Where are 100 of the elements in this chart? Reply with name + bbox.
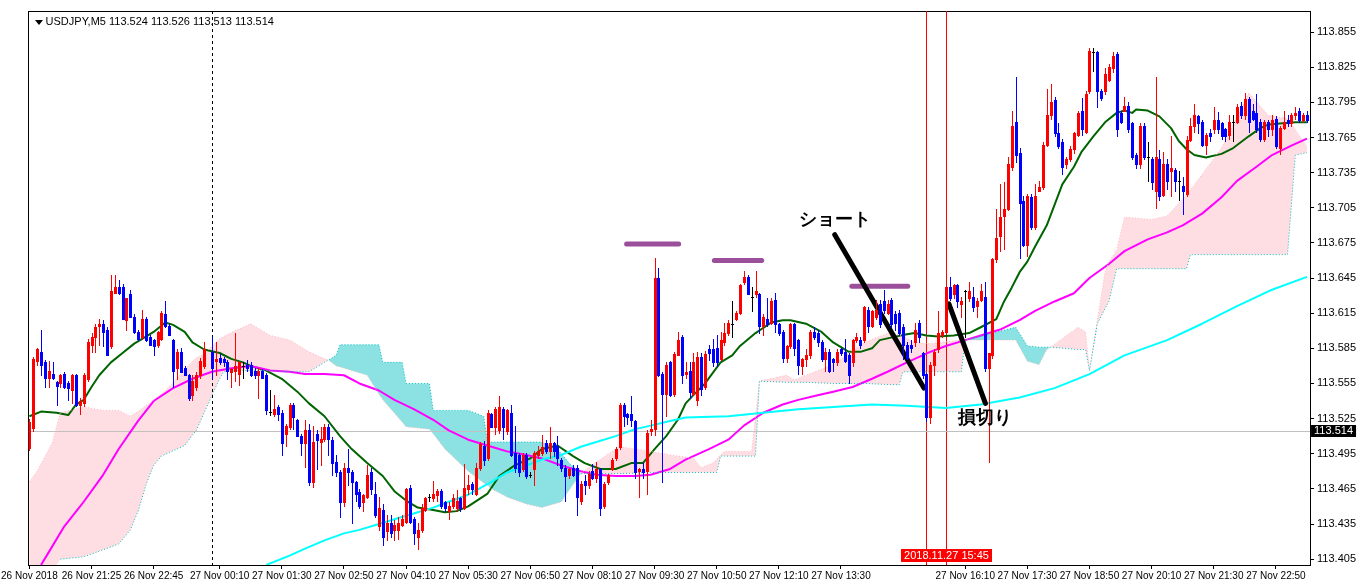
candlestick xyxy=(1263,119,1266,143)
candlestick xyxy=(1104,67,1107,96)
candlestick xyxy=(1174,167,1177,193)
candlestick xyxy=(374,481,377,519)
x-tick-label: 26 Nov 21:25 xyxy=(61,569,122,581)
candlestick xyxy=(914,322,917,348)
x-tick-label: 27 Nov 12:10 xyxy=(749,569,810,581)
candlestick xyxy=(347,448,350,487)
candlestick xyxy=(397,516,400,541)
candlestick xyxy=(770,297,773,326)
y-tick-label: 113.525 xyxy=(1317,411,1357,424)
x-tick-label: 27 Nov 08:10 xyxy=(562,569,623,581)
candlestick xyxy=(1205,132,1208,156)
candlestick xyxy=(370,467,373,496)
candlestick xyxy=(522,452,525,473)
candlestick xyxy=(828,348,831,374)
candlestick xyxy=(824,347,827,373)
x-tick-label: 27 Nov 22:50 xyxy=(1246,569,1307,581)
candlestick xyxy=(393,519,396,542)
candlestick xyxy=(176,348,179,381)
candlestick xyxy=(180,347,183,374)
candlestick xyxy=(502,406,505,441)
candlestick xyxy=(1213,106,1216,135)
x-tick-label: 26 Nov 22:45 xyxy=(123,569,184,581)
candlestick xyxy=(918,319,921,344)
candlestick xyxy=(230,367,233,389)
candlestick xyxy=(1244,92,1247,121)
candlestick xyxy=(98,318,101,347)
candlestick xyxy=(1081,97,1084,137)
candlestick xyxy=(215,341,218,377)
x-tick-label: 27 Nov 10:50 xyxy=(686,569,747,581)
candlestick xyxy=(751,286,754,313)
candlestick xyxy=(1279,125,1282,156)
candlestick xyxy=(378,496,381,532)
candlestick xyxy=(976,297,979,319)
candlestick xyxy=(755,270,758,299)
x-tick-label: 26 Nov 2018 xyxy=(1,569,59,581)
candlestick xyxy=(580,480,583,506)
x-tick-label: 27 Nov 00:10 xyxy=(189,569,250,581)
x-tick-label: 27 Nov 21:30 xyxy=(1184,569,1244,581)
y-tick-label: 113.465 xyxy=(1317,481,1357,494)
candlestick xyxy=(972,286,975,313)
candlestick xyxy=(1217,111,1220,135)
candlestick xyxy=(638,467,641,499)
candlestick xyxy=(498,395,501,435)
annotation: ショート xyxy=(798,208,871,229)
candlestick xyxy=(1166,158,1169,191)
candlestick xyxy=(999,183,1002,253)
candlestick xyxy=(351,469,354,525)
candlestick xyxy=(549,426,552,460)
candlestick xyxy=(390,514,393,539)
ref-line-label: 2018.11.27 15:45 xyxy=(904,548,989,561)
candlestick xyxy=(525,452,528,480)
x-tick-label: 27 Nov 13:30 xyxy=(811,569,872,581)
candlestick xyxy=(1178,170,1181,202)
candlestick xyxy=(584,474,587,496)
candlestick xyxy=(125,297,128,332)
y-tick-label: 113.645 xyxy=(1317,271,1357,284)
candlestick xyxy=(320,426,323,467)
candlestick xyxy=(432,480,435,503)
y-tick-label: 113.795 xyxy=(1317,95,1357,108)
candlestick xyxy=(1170,135,1173,198)
candlestick xyxy=(494,406,497,436)
x-tick-label: 27 Nov 01:30 xyxy=(252,569,312,581)
x-tick-label: 27 Nov 17:30 xyxy=(997,569,1058,581)
candlestick xyxy=(603,481,606,510)
candlestick xyxy=(242,361,245,380)
candlestick xyxy=(949,276,952,302)
candlestick xyxy=(191,374,194,402)
candlestick xyxy=(211,336,214,380)
candlestick xyxy=(289,402,292,431)
candlestick xyxy=(533,450,536,487)
candlestick xyxy=(712,338,715,368)
candlestick xyxy=(48,360,51,389)
candlestick xyxy=(304,419,307,469)
candlestick xyxy=(331,436,334,477)
candlestick xyxy=(463,463,466,511)
candlestick xyxy=(292,402,295,431)
y-tick-label: 113.615 xyxy=(1317,306,1357,319)
chart-title: USDJPY,M5 113.524 113.526 113.513 113.514 xyxy=(45,15,274,28)
candlestick xyxy=(56,380,59,407)
candlestick xyxy=(273,394,276,418)
candlestick xyxy=(762,313,765,337)
candlestick xyxy=(1228,114,1231,141)
candlestick xyxy=(1271,114,1274,137)
candlestick xyxy=(1201,119,1204,148)
candlestick xyxy=(518,452,521,478)
y-tick-label: 113.855 xyxy=(1317,25,1357,38)
y-tick-label: 113.435 xyxy=(1317,517,1357,530)
y-tick-label: 113.825 xyxy=(1317,60,1357,73)
candlestick xyxy=(937,310,940,354)
candlestick xyxy=(541,434,544,457)
x-tick-label: 27 Nov 20:10 xyxy=(1121,569,1182,581)
candlestick xyxy=(960,296,963,319)
x-tick-label: 27 Nov 04:10 xyxy=(376,569,437,581)
x-tick-label: 27 Nov 09:30 xyxy=(624,569,685,581)
candlestick xyxy=(366,464,369,500)
candlestick xyxy=(968,281,971,303)
candlestick xyxy=(879,299,882,329)
candlestick xyxy=(731,300,734,339)
